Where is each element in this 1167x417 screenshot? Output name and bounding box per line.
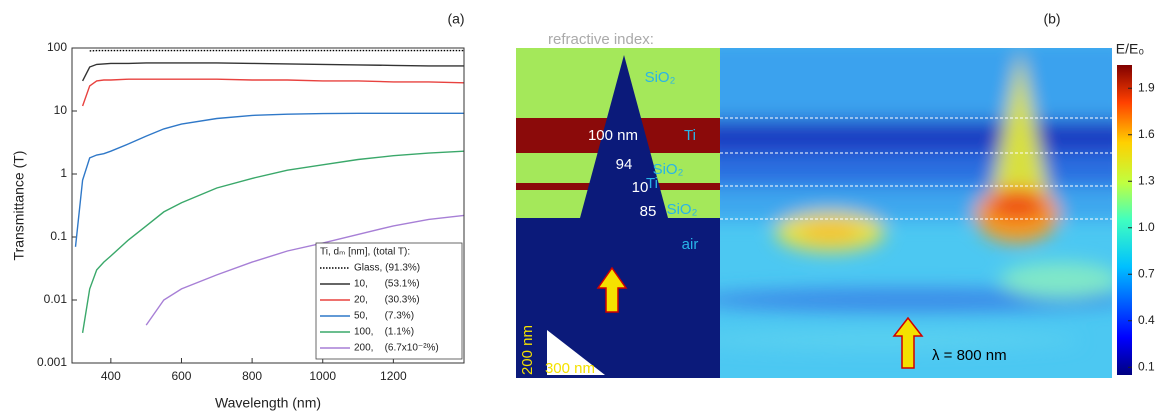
annotation: air bbox=[682, 236, 699, 253]
colorbar-title: E/E₀ bbox=[1116, 41, 1145, 57]
annotation: 300 nm bbox=[545, 360, 595, 377]
x-tick-label: 400 bbox=[101, 369, 121, 383]
annotation: 85 bbox=[640, 203, 657, 220]
annotation: 100 nm bbox=[588, 127, 638, 144]
colorbar-tick-label: 0.4 bbox=[1138, 313, 1155, 327]
y-tick-label: 1 bbox=[60, 166, 67, 180]
annotation: 10 bbox=[632, 179, 649, 196]
colorbar-tick-label: 0.7 bbox=[1138, 266, 1155, 280]
legend-label: 20, (30.3%) bbox=[354, 295, 420, 306]
annotation: λ = 800 nm bbox=[932, 347, 1007, 364]
plot-frame bbox=[71, 47, 465, 364]
colorbar-tick-label: 1.9 bbox=[1138, 80, 1155, 94]
legend-label: Glass, (91.3%) bbox=[354, 263, 420, 274]
x-tick-label: 1200 bbox=[380, 369, 407, 383]
annotation: 200 nm bbox=[519, 325, 536, 375]
x-tick-label: 600 bbox=[171, 369, 191, 383]
colorbar bbox=[1117, 65, 1132, 375]
annotation: refractive index: bbox=[548, 31, 654, 48]
colorbar-tick-label: 1.6 bbox=[1138, 127, 1155, 141]
annotation: 94 bbox=[616, 156, 633, 173]
series-line bbox=[81, 78, 465, 107]
index-map bbox=[516, 48, 720, 378]
x-axis-label: Wavelength (nm) bbox=[215, 395, 321, 411]
y-tick-label: 10 bbox=[54, 103, 68, 117]
legend-label: 50, (7.3%) bbox=[354, 311, 414, 322]
y-tick-label: 0.001 bbox=[37, 355, 67, 369]
legend-label: 200, (6.7x10⁻²%) bbox=[354, 343, 439, 354]
colorbar-tick-label: 1.0 bbox=[1138, 220, 1155, 234]
panel-label: (a) bbox=[447, 11, 464, 27]
x-tick-label: 1000 bbox=[309, 369, 336, 383]
y-tick-label: 0.1 bbox=[50, 229, 67, 243]
legend-box bbox=[315, 242, 463, 360]
series-line bbox=[81, 62, 464, 82]
colorbar-tick-label: 1.3 bbox=[1138, 173, 1155, 187]
annotation: SiO₂ bbox=[653, 161, 684, 178]
annotation: Ti bbox=[646, 175, 658, 192]
legend-title: Ti, dₘ [nm], (total T): bbox=[320, 247, 410, 258]
panel-label: (b) bbox=[1043, 11, 1060, 27]
field-map bbox=[720, 48, 1112, 378]
y-axis-label: Transmittance (T) bbox=[11, 151, 27, 261]
y-tick-label: 100 bbox=[47, 40, 67, 54]
series-line bbox=[145, 214, 465, 326]
y-tick-label: 0.01 bbox=[44, 292, 68, 306]
x-tick-label: 800 bbox=[242, 369, 262, 383]
annotation: SiO₂ bbox=[667, 201, 698, 218]
colorbar-tick-label: 0.1 bbox=[1138, 359, 1155, 373]
legend-label: 100, (1.1%) bbox=[354, 327, 414, 338]
legend-label: 10, (53.1%) bbox=[354, 279, 420, 290]
annotation: Ti bbox=[684, 127, 696, 144]
series-line bbox=[81, 150, 465, 334]
series-line bbox=[74, 112, 464, 247]
annotation: SiO₂ bbox=[645, 69, 676, 86]
